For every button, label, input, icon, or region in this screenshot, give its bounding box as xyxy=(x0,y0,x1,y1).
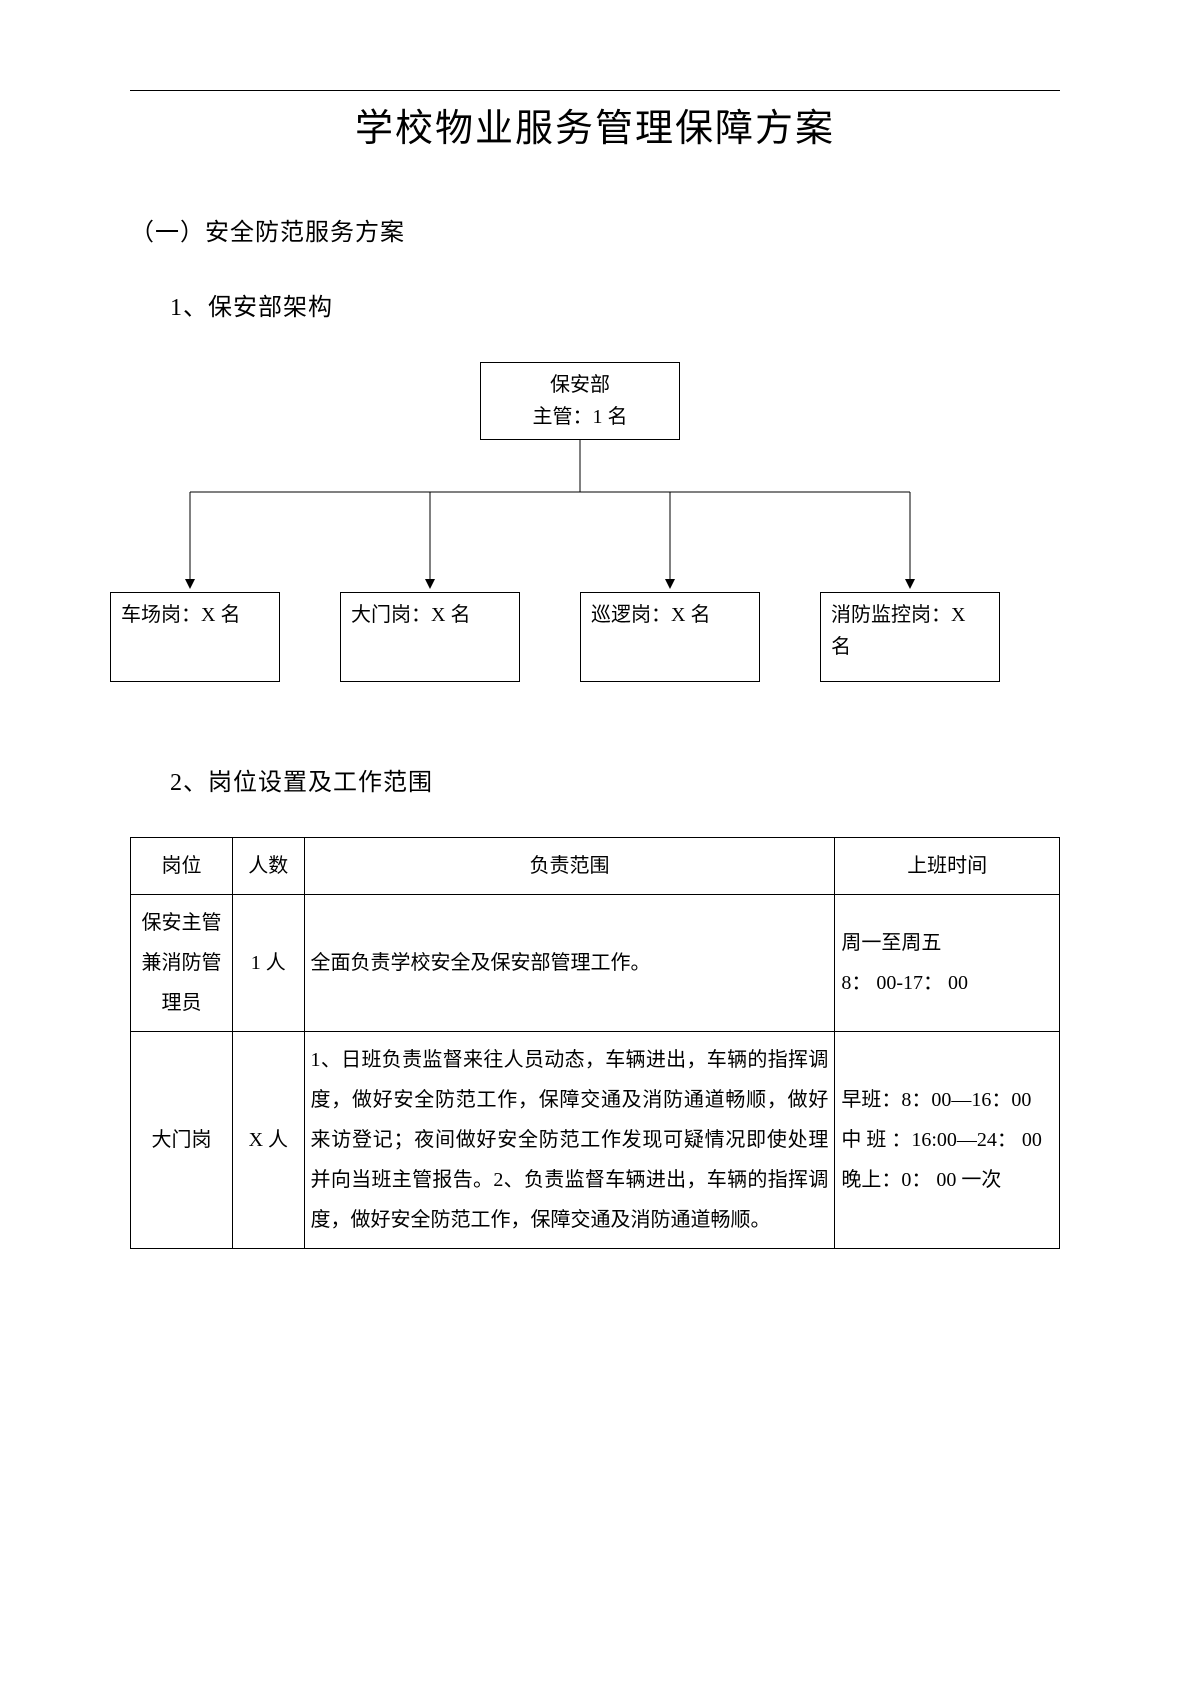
org-node-child-3: 巡逻岗：X 名 xyxy=(580,592,760,682)
cell-post-0: 保安主管兼消防管理员 xyxy=(131,895,233,1032)
cell-time-0: 周一至周五 8： 00-17： 00 xyxy=(835,895,1060,1032)
page-title: 学校物业服务管理保障方案 xyxy=(130,97,1060,152)
table-row: 大门岗 X 人 1、日班负责监督来往人员动态，车辆进出，车辆的指挥调度，做好安全… xyxy=(131,1032,1060,1249)
th-post: 岗位 xyxy=(131,838,233,895)
org-chart: 保安部 主管：1 名 车场岗：X 名 大门岗：X 名 巡逻岗：X 名 消防监控岗… xyxy=(130,362,1060,722)
cell-duty-0: 全面负责学校安全及保安部管理工作。 xyxy=(304,895,835,1032)
org-node-child-1: 车场岗：X 名 xyxy=(110,592,280,682)
document-page: 学校物业服务管理保障方案 （一）安全防范服务方案 1、保安部架构 保安部 主管：… xyxy=(130,90,1060,1249)
th-time: 上班时间 xyxy=(835,838,1060,895)
cell-num-1: X 人 xyxy=(233,1032,304,1249)
th-num: 人数 xyxy=(233,838,304,895)
org-node-child-2: 大门岗：X 名 xyxy=(340,592,520,682)
cell-duty-1: 1、日班负责监督来往人员动态，车辆进出，车辆的指挥调度，做好安全防范工作，保障交… xyxy=(304,1032,835,1249)
subsection-heading-2: 2、岗位设置及工作范围 xyxy=(170,762,1060,797)
table-header-row: 岗位 人数 负责范围 上班时间 xyxy=(131,838,1060,895)
top-rule xyxy=(130,90,1060,91)
org-node-child-4: 消防监控岗：X 名 xyxy=(820,592,1000,682)
schedule-table: 岗位 人数 负责范围 上班时间 保安主管兼消防管理员 1 人 全面负责学校安全及… xyxy=(130,837,1060,1249)
org-root-line2: 主管：1 名 xyxy=(491,401,669,433)
org-root-line1: 保安部 xyxy=(491,369,669,401)
section-heading: （一）安全防范服务方案 xyxy=(130,212,1060,247)
subsection-heading-1: 1、保安部架构 xyxy=(170,287,1060,322)
cell-num-0: 1 人 xyxy=(233,895,304,1032)
org-node-root: 保安部 主管：1 名 xyxy=(480,362,680,440)
cell-time-1: 早班：8：00—16：00 中 班 ：16:00—24： 00 晚上：0： 00… xyxy=(835,1032,1060,1249)
th-duty: 负责范围 xyxy=(304,838,835,895)
cell-post-1: 大门岗 xyxy=(131,1032,233,1249)
table-row: 保安主管兼消防管理员 1 人 全面负责学校安全及保安部管理工作。 周一至周五 8… xyxy=(131,895,1060,1032)
